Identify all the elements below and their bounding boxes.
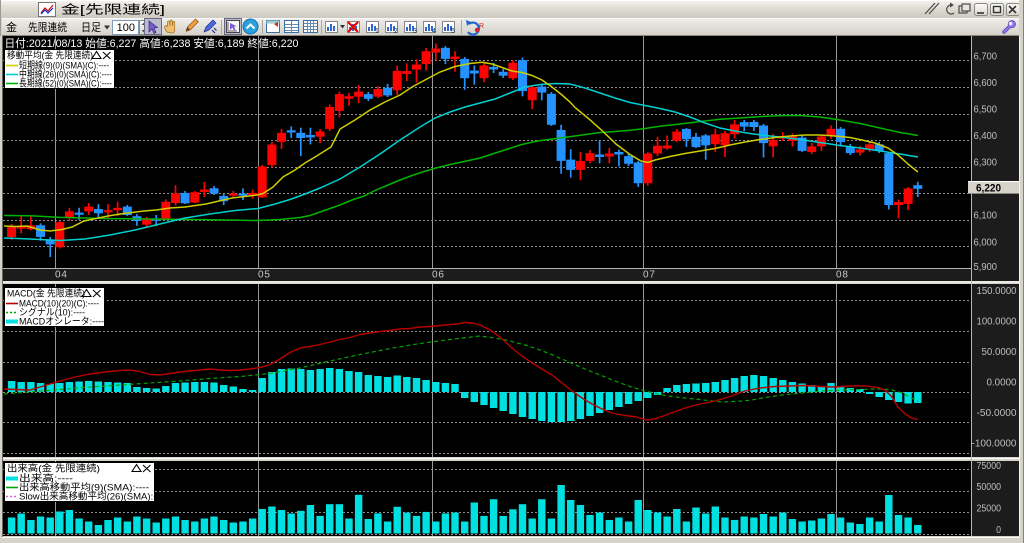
- svg-text:4: 4: [432, 28, 436, 35]
- svg-text:100: 100: [117, 22, 135, 34]
- svg-text:6,100: 6,100: [974, 211, 998, 222]
- svg-text:0: 0: [996, 525, 1001, 536]
- svg-text:100.0000: 100.0000: [977, 317, 1017, 328]
- svg-text:6,400: 6,400: [974, 131, 998, 142]
- svg-text:6,000: 6,000: [974, 237, 998, 248]
- svg-text:6,600: 6,600: [974, 78, 998, 89]
- svg-text:5: 5: [451, 28, 455, 35]
- svg-text:中期線(26)(0)(SMA)(C):----: 中期線(26)(0)(SMA)(C):----: [19, 69, 112, 81]
- svg-text:6,700: 6,700: [974, 51, 998, 62]
- svg-text:MACD(10)(20)(C):----: MACD(10)(20)(C):----: [19, 299, 99, 310]
- svg-text:先限連続: 先限連続: [28, 20, 67, 34]
- svg-text:-100.0000: -100.0000: [972, 439, 1017, 450]
- svg-text:5,900: 5,900: [974, 262, 998, 273]
- svg-text:06: 06: [432, 270, 445, 281]
- svg-text:長期線(52)(0)(SMA)(C):----: 長期線(52)(0)(SMA)(C):----: [19, 78, 112, 90]
- svg-text:日足: 日足: [81, 22, 101, 34]
- svg-text:1: 1: [375, 28, 379, 35]
- svg-text:MACDオシレータ:----: MACDオシレータ:----: [19, 317, 104, 328]
- svg-text:3: 3: [413, 28, 417, 35]
- svg-text:-50.0000: -50.0000: [977, 408, 1017, 419]
- svg-text:07: 07: [643, 270, 656, 281]
- svg-text:MACD(金 先限連続): MACD(金 先限連続): [7, 288, 85, 300]
- svg-text:150.0000: 150.0000: [977, 286, 1017, 297]
- svg-text:R: R: [479, 23, 484, 30]
- svg-text:金: 金: [6, 20, 17, 34]
- svg-text:移動平均(金 先限連続): 移動平均(金 先限連続): [7, 50, 93, 62]
- svg-text:Slow出来高移動平均(26)(SMA):----: Slow出来高移動平均(26)(SMA):----: [19, 491, 166, 503]
- svg-text:短期線(9)(0)(SMA)(C):----: 短期線(9)(0)(SMA)(C):----: [19, 60, 109, 72]
- svg-text:出来高(金 先限連続): 出来高(金 先限連続): [7, 463, 100, 475]
- svg-text:6,300: 6,300: [974, 158, 998, 169]
- svg-text:金[先限連続]: 金[先限連続]: [61, 2, 165, 17]
- svg-text:2: 2: [394, 28, 398, 35]
- svg-text:出来高:----: 出来高:----: [19, 473, 73, 485]
- svg-text:6,220: 6,220: [976, 183, 1001, 195]
- svg-text:出来高移動平均(9)(SMA):----: 出来高移動平均(9)(SMA):----: [19, 482, 149, 494]
- svg-text:シグナル(10):----: シグナル(10):----: [19, 307, 85, 319]
- svg-text:日付:2021/08/13 始値:6,227 高値:6,23: 日付:2021/08/13 始値:6,227 高値:6,238 安値:6,189…: [5, 36, 299, 50]
- svg-text:0.0000: 0.0000: [987, 378, 1017, 389]
- svg-text:50.0000: 50.0000: [982, 347, 1017, 358]
- svg-text:08: 08: [836, 270, 849, 281]
- svg-text:05: 05: [258, 270, 271, 281]
- svg-text:50000: 50000: [977, 482, 1002, 493]
- svg-text:6,500: 6,500: [974, 105, 998, 116]
- svg-text:75000: 75000: [977, 461, 1002, 472]
- svg-text:04: 04: [55, 270, 68, 281]
- svg-text:25000: 25000: [977, 504, 1002, 515]
